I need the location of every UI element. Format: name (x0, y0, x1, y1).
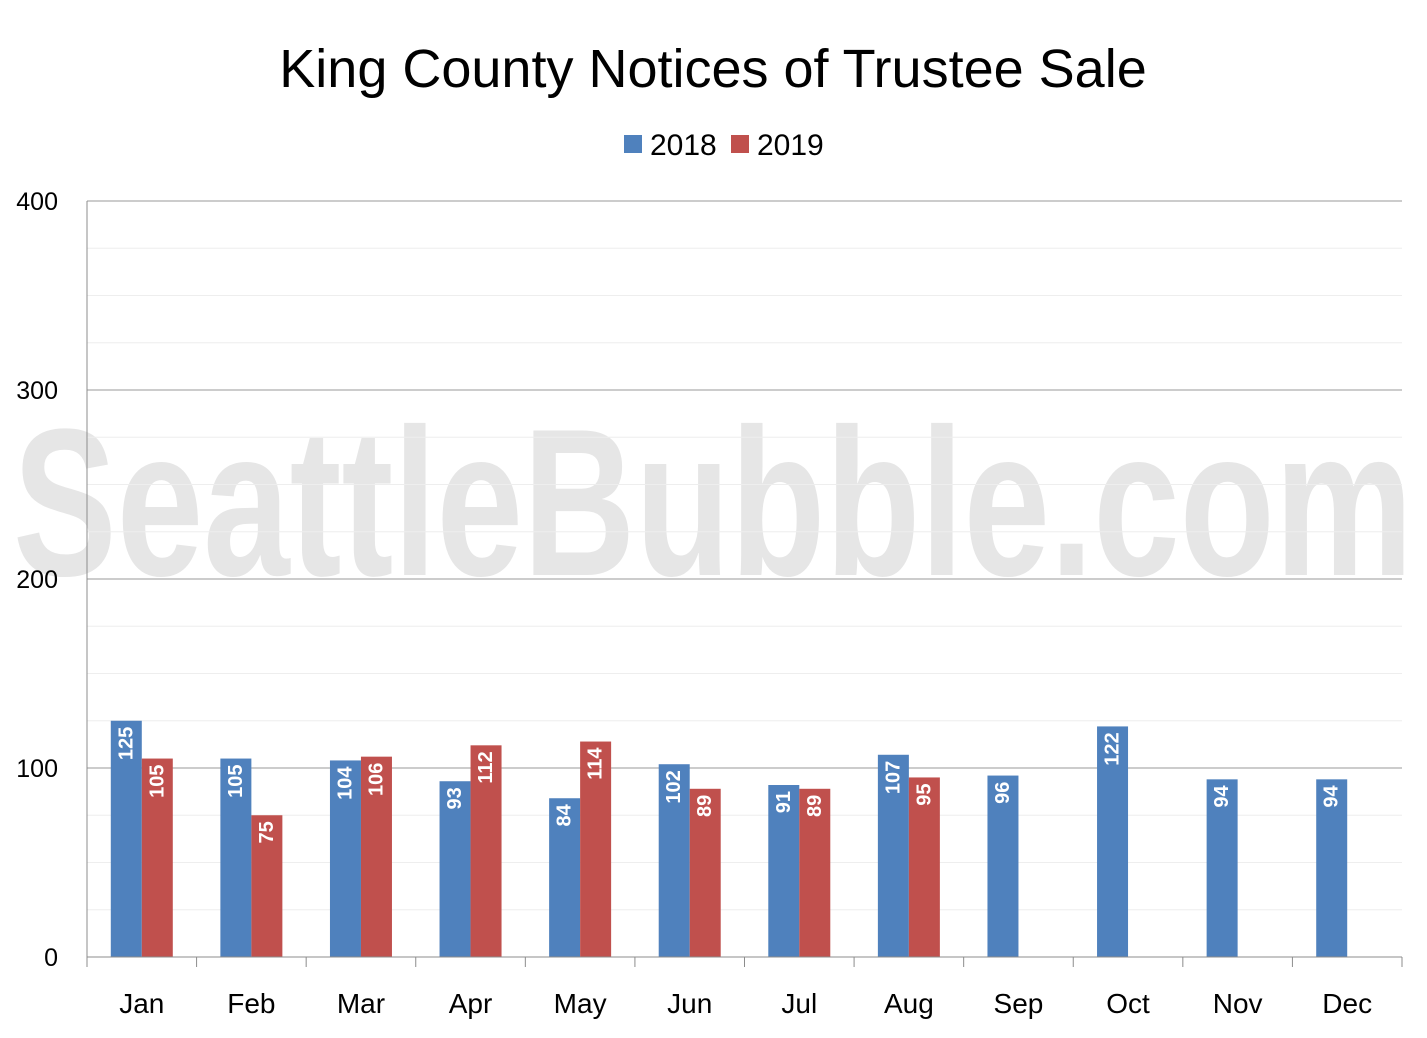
data-label: 104 (334, 766, 356, 800)
y-tick-label: 0 (44, 944, 58, 972)
x-tick-label: Jul (781, 988, 817, 1019)
gridlines (87, 200, 1402, 911)
x-tick-label: Oct (1106, 988, 1150, 1019)
data-label: 91 (773, 791, 795, 813)
x-tick-label: Dec (1322, 988, 1372, 1019)
y-tick-label: 300 (16, 377, 58, 405)
bar-2019 (251, 815, 283, 957)
y-tick-label: 200 (16, 566, 58, 594)
bar-2019 (799, 788, 831, 957)
x-tick-label: Sep (994, 988, 1044, 1019)
bar-2019 (360, 756, 392, 957)
legend-label-2018: 2018 (650, 129, 717, 162)
x-tick-label: Nov (1213, 988, 1263, 1019)
x-tick-label: Mar (337, 988, 385, 1019)
data-label: 114 (585, 747, 607, 780)
data-label: 102 (663, 770, 685, 803)
x-axis: Jan Feb Mar Apr May Jun Jul Aug Sep Oct Nov Dec (86, 956, 1403, 1019)
data-label: 95 (913, 783, 935, 805)
bar-2018 (439, 781, 471, 957)
x-tick-label: Apr (449, 988, 493, 1019)
bar-2018 (877, 754, 909, 957)
data-label: 89 (804, 795, 826, 817)
bar-2018 (987, 775, 1019, 957)
bar-2019 (689, 788, 721, 957)
legend-swatch-2019 (731, 135, 749, 153)
legend: 2018 2019 (624, 129, 824, 162)
bar-2018 (658, 764, 690, 957)
bar-2018 (1316, 779, 1348, 957)
bar-2019 (908, 777, 940, 957)
x-tick-label: Feb (227, 988, 275, 1019)
y-tick-label: 400 (16, 188, 58, 216)
data-label: 105 (225, 765, 247, 798)
bar-2019 (141, 758, 173, 957)
data-label: 107 (882, 761, 904, 794)
chart-title: King County Notices of Trustee Sale (279, 39, 1146, 99)
bar-2018 (768, 785, 800, 957)
data-label: 89 (694, 795, 716, 817)
data-label: 105 (146, 765, 168, 798)
bar-2019 (580, 741, 612, 957)
data-label: 94 (1211, 784, 1233, 807)
bar-2018 (1206, 779, 1238, 957)
bar-2018 (220, 758, 252, 957)
x-tick-label: May (554, 988, 607, 1019)
data-label: 96 (992, 782, 1014, 804)
y-tick-label: 100 (16, 755, 58, 783)
bar-2018 (549, 798, 581, 957)
legend-swatch-2018 (624, 135, 642, 153)
x-tick-label: Jan (119, 988, 164, 1019)
bar-2018 (329, 760, 361, 957)
bars: 125 105 105 75 104 106 93 112 84 114 102 89 91 89 107 9… (110, 720, 1348, 957)
y-axis: 0 100 200 300 400 (16, 188, 88, 972)
data-label: 125 (115, 727, 137, 760)
bar-2018 (110, 720, 142, 957)
bar-2018 (1097, 726, 1129, 957)
data-label: 112 (475, 751, 497, 783)
x-tick-label: Jun (667, 988, 712, 1019)
bar-2019 (470, 745, 502, 957)
legend-label-2019: 2019 (757, 129, 824, 162)
data-label: 84 (554, 803, 576, 826)
watermark: SeattleBubble.com (13, 385, 1413, 620)
data-label: 75 (256, 821, 278, 843)
data-label: 94 (1321, 784, 1343, 807)
data-label: 122 (1102, 732, 1124, 765)
data-label: 93 (444, 787, 466, 809)
data-label: 106 (365, 763, 387, 796)
x-tick-label: Aug (884, 988, 934, 1019)
